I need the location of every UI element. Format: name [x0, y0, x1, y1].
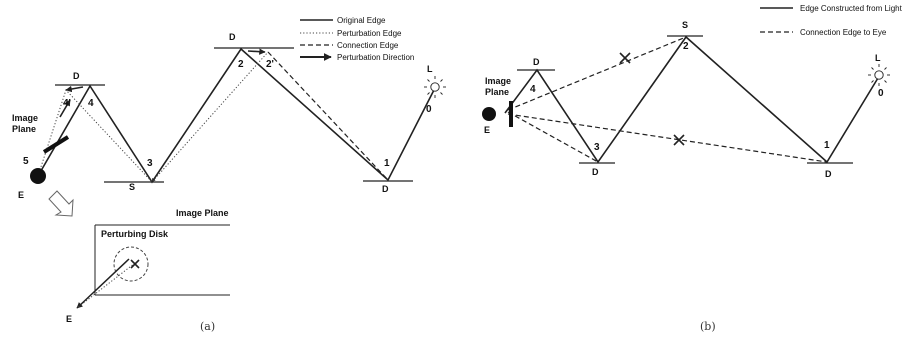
- connection-edge: [267, 51, 389, 181]
- connection-edge-to-eye-mid: [507, 111, 599, 163]
- vertex-num-4-prime: 4': [63, 98, 71, 109]
- vertex-num-2: 2: [238, 59, 244, 70]
- legend-connection-edge: Connection Edge: [337, 41, 399, 50]
- eye-icon-a: [30, 168, 46, 184]
- vertex-num-1-b: 1: [824, 140, 830, 151]
- vertex-num-3: 3: [147, 158, 153, 169]
- perturbing-disk: [113, 246, 149, 282]
- light-icon-b: [868, 64, 890, 86]
- connection-edge-to-eye-lower: [507, 113, 828, 163]
- blocked-cross-icon-lower: [673, 134, 685, 146]
- vertex-num-0-b: 0: [878, 88, 884, 99]
- caption-b: (b): [700, 320, 716, 333]
- light-icon-a: [424, 76, 446, 98]
- inset-cross-icon: [130, 259, 140, 269]
- vertex-num-3-b: 3: [594, 142, 600, 153]
- image-plane-label-b-line2: Plane: [485, 87, 509, 97]
- label-d-4: D: [73, 71, 80, 81]
- image-plane-label-a-line2: Plane: [12, 124, 36, 134]
- inset-eye-ray: [76, 258, 130, 309]
- light-label-a: L: [427, 64, 433, 74]
- vertex-num-0: 0: [426, 104, 432, 115]
- eye-label-b: E: [484, 125, 490, 135]
- panel-a: Original Edge Perturbation Edge Connecti…: [12, 16, 446, 333]
- legend-light-edge: Edge Constructed from Light: [800, 4, 903, 13]
- vertex-num-2-prime: 2': [266, 59, 274, 70]
- perturbation-direction-arrow-4: [65, 85, 84, 93]
- legend-perturbation-direction: Perturbation Direction: [337, 53, 414, 62]
- perturbation-path: [37, 51, 269, 183]
- light-path-b: [504, 35, 879, 164]
- vertex-num-4: 4: [88, 98, 94, 109]
- legend-a: Original Edge Perturbation Edge Connecti…: [300, 16, 414, 62]
- legend-eye-edge: Connection Edge to Eye: [800, 28, 887, 37]
- inset-title: Image Plane: [176, 208, 229, 218]
- inset-perturbed-ray: [76, 262, 136, 309]
- label-s-3: S: [129, 182, 135, 192]
- image-plane-bar-a: [42, 135, 70, 154]
- blocked-cross-icon-upper: [619, 52, 631, 64]
- label-d-2: D: [229, 32, 236, 42]
- connection-edge-to-eye-upper: [507, 36, 687, 111]
- image-plane-label-b-line1: Image: [485, 76, 511, 86]
- label-d-3-b: D: [592, 167, 599, 177]
- label-d-1: D: [382, 184, 389, 194]
- legend-b: Edge Constructed from Light Connection E…: [760, 4, 903, 37]
- panel-b: Edge Constructed from Light Connection E…: [482, 4, 903, 333]
- vertex-num-5: 5: [23, 156, 29, 167]
- eye-icon-b: [482, 107, 496, 121]
- perturbation-direction-arrow-2: [247, 48, 266, 55]
- perturbation-direction-arrow-plane: [59, 99, 71, 118]
- original-path: [37, 47, 436, 184]
- label-d-1-b: D: [825, 169, 832, 179]
- caption-a: (a): [200, 320, 215, 333]
- eye-label-a: E: [18, 190, 24, 200]
- vertex-num-1: 1: [384, 158, 390, 169]
- inset-eye-label: E: [66, 314, 72, 324]
- vertex-num-4-b: 4: [530, 84, 536, 95]
- light-label-b: L: [875, 53, 881, 63]
- inset-image-plane: Image Plane Perturbing Disk E: [66, 208, 230, 324]
- perturbing-disk-label: Perturbing Disk: [101, 229, 169, 239]
- legend-original-edge: Original Edge: [337, 16, 386, 25]
- zoom-arrow-icon: [48, 190, 74, 217]
- vertex-num-2-b: 2: [683, 41, 689, 52]
- legend-perturbation-edge: Perturbation Edge: [337, 29, 402, 38]
- image-plane-label-a-line1: Image: [12, 113, 38, 123]
- label-s-2-b: S: [682, 20, 688, 30]
- label-d-4-b: D: [533, 57, 540, 67]
